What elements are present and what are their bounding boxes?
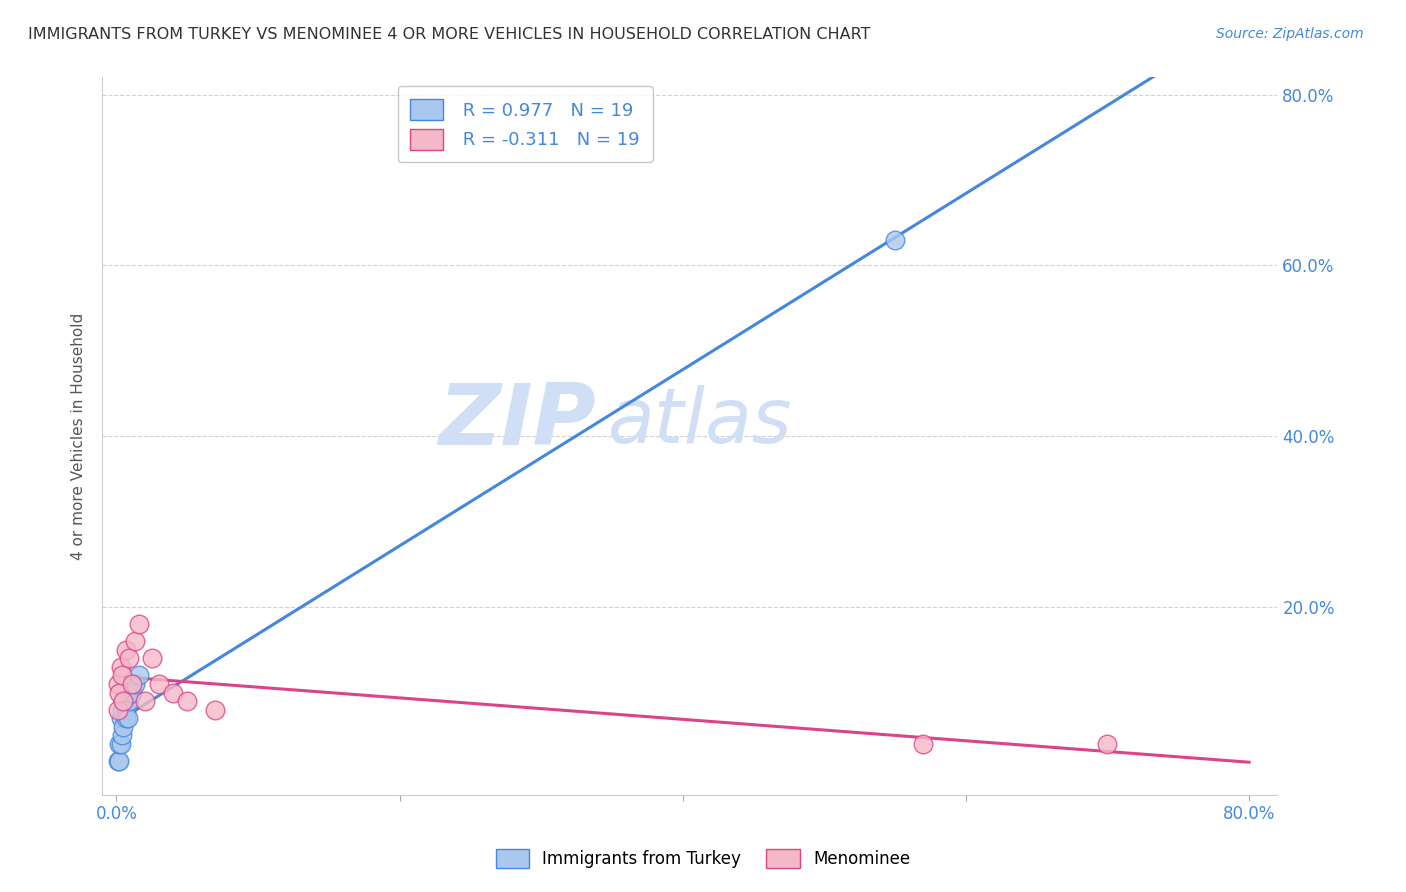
Point [118, 651, 141, 665]
Point [912, 737, 935, 751]
Point [111, 728, 134, 742]
Legend: Immigrants from Turkey, Menominee: Immigrants from Turkey, Menominee [489, 842, 917, 875]
Point [124, 634, 146, 648]
Point [121, 685, 143, 699]
Point [134, 694, 156, 708]
Text: IMMIGRANTS FROM TURKEY VS MENOMINEE 4 OR MORE VEHICLES IN HOUSEHOLD CORRELATION : IMMIGRANTS FROM TURKEY VS MENOMINEE 4 OR… [28, 27, 870, 42]
Text: atlas: atlas [607, 385, 792, 458]
Point [108, 737, 131, 751]
Point [108, 685, 131, 699]
Point [114, 694, 136, 708]
Legend:  R = 0.977   N = 19,  R = -0.311   N = 19: R = 0.977 N = 19, R = -0.311 N = 19 [398, 87, 652, 162]
Point [112, 694, 135, 708]
Point [115, 703, 138, 717]
Point [124, 677, 146, 691]
Point [128, 617, 150, 632]
Point [111, 668, 134, 682]
Point [1097, 737, 1119, 751]
Point [884, 233, 907, 247]
Point [112, 694, 135, 708]
Point [117, 711, 139, 725]
Point [115, 643, 138, 657]
Point [162, 685, 184, 699]
Point [107, 677, 129, 691]
Text: ZIP: ZIP [439, 380, 596, 464]
Point [204, 703, 226, 717]
Point [121, 677, 143, 691]
Point [110, 660, 132, 674]
Point [118, 694, 141, 708]
Point [107, 754, 129, 768]
Point [176, 694, 198, 708]
Point [108, 754, 131, 768]
Point [120, 685, 142, 699]
Point [148, 677, 170, 691]
Y-axis label: 4 or more Vehicles in Household: 4 or more Vehicles in Household [72, 312, 86, 560]
Point [141, 651, 163, 665]
Point [115, 711, 138, 725]
Point [110, 737, 132, 751]
Point [111, 703, 134, 717]
Point [112, 720, 135, 734]
Text: Source: ZipAtlas.com: Source: ZipAtlas.com [1216, 27, 1364, 41]
Point [107, 703, 129, 717]
Point [128, 668, 150, 682]
Point [110, 711, 132, 725]
